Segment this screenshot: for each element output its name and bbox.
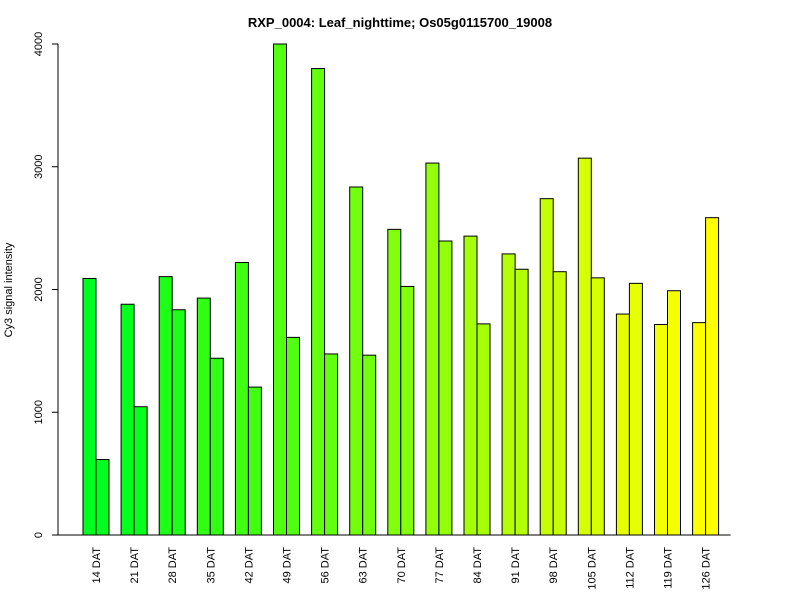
bar [324,353,339,536]
x-tick-label: 49 DAT [282,547,294,584]
x-tick-label: 35 DAT [205,547,217,584]
bar [425,162,440,536]
bar [171,309,186,536]
y-tick-label: 0 [33,532,45,538]
bar [539,198,554,536]
bar [286,336,300,536]
x-tick-label: 56 DAT [320,547,332,584]
bar [95,459,110,536]
x-tick-label: 119 DAT [663,547,675,589]
x-tick-label: 91 DAT [510,547,522,584]
x-tick-label: 21 DAT [129,547,141,584]
bar [273,43,287,536]
x-tick-label: 112 DAT [624,547,636,589]
bar [552,271,567,536]
bar [209,357,224,536]
bar-series [82,43,720,536]
x-tick-label: 105 DAT [586,547,598,590]
y-tick-label: 2000 [33,277,45,301]
y-axis: 0 1000 2000 3000 4000 [33,32,59,538]
x-tick-label: 98 DAT [548,547,560,584]
x-tick-label: 63 DAT [358,547,370,584]
bar [311,68,326,536]
bar [158,276,173,536]
x-tick-label: 126 DAT [701,547,713,590]
bar [82,277,97,536]
bar [692,322,707,536]
bar [196,297,211,536]
chart-title: RXP_0004: Leaf_nighttime; Os05g0115700_1… [248,15,552,30]
x-tick-label: 77 DAT [434,547,446,584]
bar [438,240,453,536]
bar [234,261,249,536]
bar [349,186,364,536]
bar [590,277,605,536]
bar [476,323,491,536]
y-tick-label: 1000 [33,400,45,424]
x-tick-label: 28 DAT [167,547,179,584]
bar [133,406,148,536]
bar [362,354,377,536]
y-tick-label: 3000 [33,155,45,179]
y-axis-label: Cy3 signal intensity [3,242,15,337]
bar [577,157,592,536]
x-tick-label: 14 DAT [91,547,103,584]
x-tick-label: 42 DAT [243,547,255,584]
bar [705,217,720,536]
bar [654,323,668,536]
bar [628,282,643,536]
bar [247,386,262,536]
bar [615,313,630,536]
x-tick-label: 70 DAT [396,547,408,584]
y-tick-label: 4000 [33,32,45,56]
bar [514,268,529,536]
bar [463,235,478,536]
bar [501,253,516,536]
x-tick-label: 84 DAT [472,547,484,584]
bar [667,290,681,536]
x-axis-labels: 14 DAT 21 DAT 28 DAT 35 DAT 42 DAT 49 DAT 56 D… [91,547,713,590]
bar [387,228,402,536]
bar [400,285,415,536]
bar [120,303,135,536]
